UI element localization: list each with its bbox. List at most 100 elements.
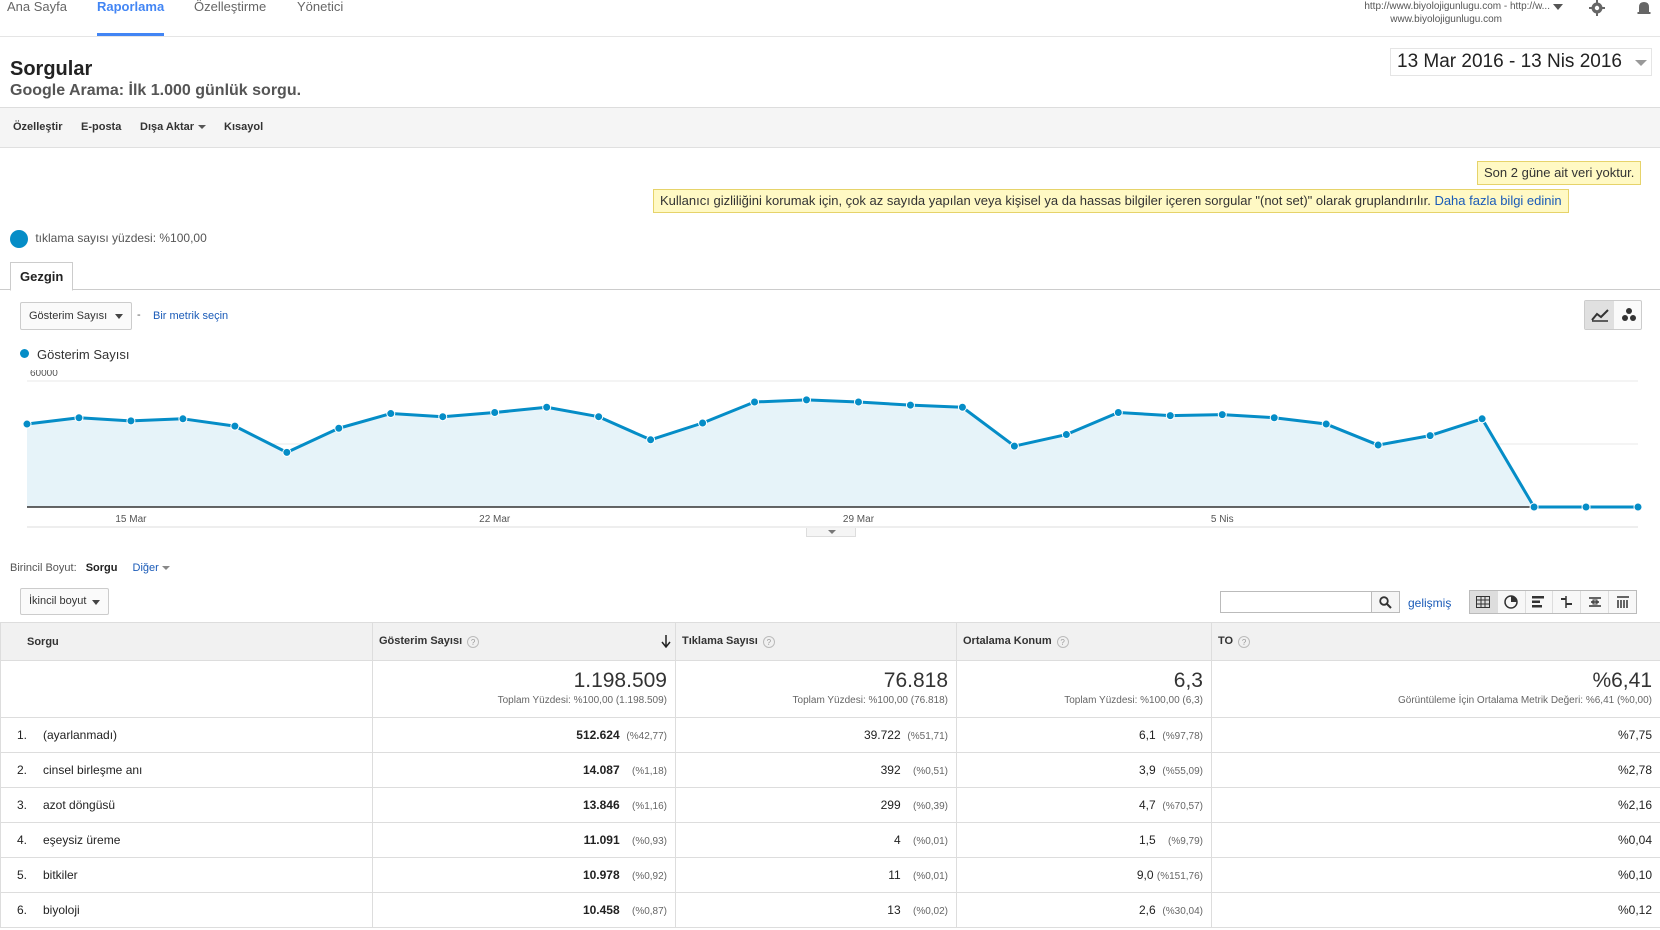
data-point	[594, 412, 604, 422]
query-link[interactable]: eşeysiz üreme	[43, 833, 121, 847]
clicks-pct: (%0,01)	[912, 871, 948, 882]
impressions-value: 512.624	[576, 728, 620, 742]
help-icon[interactable]: ?	[1238, 635, 1251, 648]
help-icon[interactable]: ?	[1056, 635, 1069, 648]
col-header-clicks[interactable]: Tıklama Sayısı?	[675, 622, 957, 661]
account-chevron-down-icon[interactable]	[1553, 4, 1563, 10]
tab-reporting[interactable]: Raporlama	[97, 0, 165, 36]
data-point	[1113, 408, 1123, 417]
tab-explorer[interactable]: Gezgin	[10, 262, 74, 291]
ctr-cell: %0,10	[1211, 857, 1660, 893]
legend-label: Gösterim Sayısı	[37, 347, 130, 362]
gear-icon[interactable]	[1589, 0, 1605, 16]
row-index: 2.	[17, 763, 28, 777]
impressions-cell: 13.846 (%1,16)	[372, 787, 676, 823]
tab-customization[interactable]: Özelleştirme	[194, 0, 267, 14]
metric-select[interactable]: Gösterim Sayısı	[20, 302, 132, 330]
query-link[interactable]: bitkiler	[43, 868, 78, 882]
clicks-cell: 4 (%0,01)	[675, 822, 957, 858]
clicks-cell: 299 (%0,39)	[675, 787, 957, 823]
totals-empty-cell	[0, 660, 373, 718]
ctr-cell: %7,75	[1211, 717, 1660, 753]
totals-position-value: 6,3	[1173, 669, 1203, 692]
impressions-pct: (%1,16)	[631, 801, 667, 812]
search-button[interactable]	[1372, 591, 1400, 613]
query-link[interactable]: azot döngüsü	[43, 798, 116, 812]
col-header-position[interactable]: Ortalama Konum?	[956, 622, 1212, 661]
impressions-value: 10.978	[582, 868, 620, 882]
query-link[interactable]: biyoloji	[43, 903, 80, 917]
position-value: 2,6	[1138, 903, 1156, 917]
page-title: Sorgular	[10, 58, 93, 80]
clicks-pct: (%0,01)	[912, 836, 948, 847]
col-header-ctr[interactable]: TO?	[1211, 622, 1660, 661]
dimension-other[interactable]: Diğer	[133, 562, 170, 574]
data-point	[698, 418, 708, 428]
percentage-view-button[interactable]	[1498, 591, 1526, 613]
export-button[interactable]: Dışa Aktar	[140, 121, 207, 133]
ctr-cell: %0,12	[1211, 892, 1660, 928]
query-link[interactable]: cinsel birleşme anı	[43, 763, 143, 777]
comparison-icon	[1560, 596, 1572, 608]
data-point	[1425, 431, 1435, 441]
performance-view-button[interactable]	[1526, 591, 1554, 613]
date-range-picker[interactable]: 13 Mar 2016 - 13 Nis 2016	[1390, 48, 1652, 76]
account-selector[interactable]: http://www.biyolojigunlugu.com - http://…	[1364, 0, 1550, 26]
clicks-cell: 11 (%0,01)	[675, 857, 957, 893]
table-search-input[interactable]	[1220, 591, 1372, 613]
pie-sampling-icon[interactable]	[10, 230, 28, 248]
totals-row: 1.198.509 Toplam Yüzdesi: %100,00 (1.198.…	[0, 660, 1660, 718]
pivot-icon	[1616, 596, 1629, 608]
shortcut-button[interactable]: Kısayol	[224, 121, 264, 133]
chevron-down-icon	[92, 600, 100, 605]
tab-admin[interactable]: Yönetici	[297, 0, 344, 14]
query-cell: 2. cinsel birleşme anı	[0, 752, 373, 788]
data-point	[646, 435, 656, 445]
account-url: http://www.biyolojigunlugu.com - http://…	[1364, 1, 1550, 12]
data-point	[1529, 502, 1539, 512]
help-icon[interactable]: ?	[467, 635, 480, 648]
motion-chart-button[interactable]	[1614, 301, 1643, 329]
col-header-impressions[interactable]: Gösterim Sayısı?	[372, 622, 676, 661]
email-button[interactable]: E-posta	[81, 121, 122, 133]
impressions-value: 10.458	[582, 903, 620, 917]
sort-descending-icon[interactable]	[661, 635, 671, 648]
query-link[interactable]: (ayarlanmadı)	[43, 728, 118, 742]
data-point	[334, 423, 344, 433]
learn-more-link[interactable]: Daha fazla bilgi edinin	[1434, 193, 1562, 208]
col-header-query[interactable]: Sorgu	[0, 622, 373, 661]
customize-button[interactable]: Özelleştir	[13, 121, 63, 133]
data-point	[386, 409, 396, 419]
dimension-other-label: Diğer	[132, 562, 159, 574]
x-tick-label: 15 Mar	[115, 514, 147, 525]
impressions-cell: 10.458 (%0,87)	[372, 892, 676, 928]
impressions-cell: 10.978 (%0,92)	[372, 857, 676, 893]
help-icon[interactable]: ?	[762, 635, 775, 648]
impressions-cell: 11.091 (%0,93)	[372, 822, 676, 858]
secondary-dimension-select[interactable]: İkincil boyut	[20, 588, 109, 615]
row-index: 3.	[17, 798, 28, 812]
impressions-cell: 14.087 (%1,18)	[372, 752, 676, 788]
position-pct: (%55,09)	[1162, 766, 1203, 777]
totals-clicks: 76.818 Toplam Yüzdesi: %100,00 (76.818)	[675, 660, 957, 718]
clicks-pct: (%51,71)	[907, 731, 948, 742]
pivot-view-button[interactable]	[1609, 591, 1636, 613]
clicks-value: 4	[893, 833, 901, 847]
line-chart-button[interactable]	[1585, 301, 1614, 329]
dimension-query[interactable]: Sorgu	[85, 562, 118, 574]
chart-type-toggle	[1584, 300, 1642, 330]
position-value: 1,5	[1138, 833, 1156, 847]
select-metric-link[interactable]: Bir metrik seçin	[153, 310, 229, 322]
impressions-value: 13.846	[582, 798, 620, 812]
term-cloud-view-button[interactable]	[1581, 591, 1610, 613]
table-row: 5. bitkiler 10.978 (%0,92) 11 (%0,01) 9,0…	[0, 857, 1660, 893]
notification-bell-icon[interactable]	[1636, 0, 1652, 16]
data-point	[178, 414, 188, 424]
chart-collapse-handle[interactable]	[806, 528, 856, 537]
advanced-filter-link[interactable]: gelişmiş	[1408, 596, 1452, 610]
comparison-view-button[interactable]	[1553, 591, 1582, 613]
clicks-pct: (%0,51)	[912, 766, 948, 777]
tab-home[interactable]: Ana Sayfa	[7, 0, 67, 14]
data-point	[282, 447, 292, 457]
data-table-view-button[interactable]	[1470, 591, 1498, 613]
